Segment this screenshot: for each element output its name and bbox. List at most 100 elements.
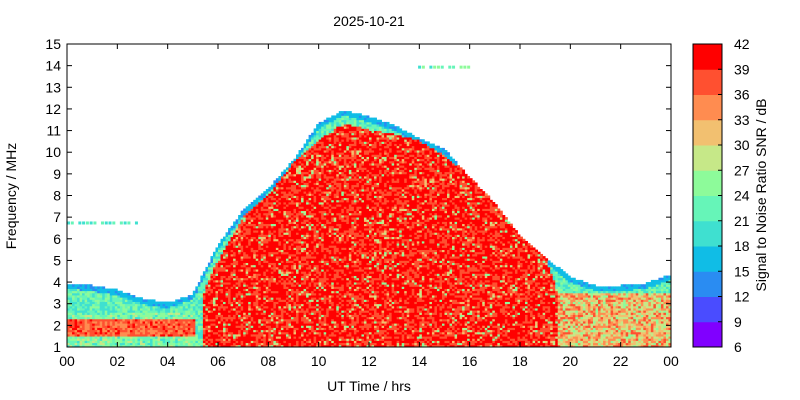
heatmap-cell bbox=[228, 310, 231, 313]
heatmap-cell bbox=[290, 256, 294, 259]
heatmap-cell bbox=[87, 305, 91, 309]
heatmap-cell bbox=[72, 292, 75, 296]
heatmap-cell bbox=[235, 247, 239, 250]
heatmap-cell bbox=[280, 230, 284, 233]
heatmap-cell bbox=[285, 219, 289, 222]
heatmap-cell bbox=[303, 145, 307, 149]
heatmap-cell bbox=[263, 266, 267, 270]
heatmap-cell bbox=[273, 234, 277, 238]
heatmap-cell bbox=[311, 208, 315, 212]
heatmap-cell bbox=[318, 238, 322, 242]
heatmap-cell bbox=[293, 236, 297, 240]
heatmap-cell bbox=[311, 139, 315, 142]
heatmap-cell bbox=[306, 286, 309, 289]
heatmap-cell bbox=[94, 308, 98, 311]
heatmap-cell bbox=[290, 308, 294, 311]
heatmap-cell bbox=[316, 230, 320, 233]
heatmap-cell bbox=[280, 219, 284, 222]
heatmap-cell bbox=[129, 308, 133, 311]
heatmap-cell bbox=[255, 314, 259, 318]
heatmap-cell bbox=[303, 297, 307, 300]
heatmap-cell bbox=[243, 234, 247, 238]
heatmap-cell bbox=[127, 314, 131, 318]
heatmap-cell bbox=[122, 338, 126, 341]
heatmap-cell bbox=[228, 245, 231, 248]
heatmap-cell bbox=[207, 312, 211, 315]
heatmap-cell bbox=[185, 321, 189, 324]
heatmap-cell bbox=[290, 180, 294, 183]
heatmap-cell bbox=[275, 217, 279, 220]
heatmap-cell bbox=[321, 264, 325, 268]
heatmap-cell bbox=[67, 299, 70, 302]
heatmap-cell bbox=[293, 338, 297, 341]
heatmap-cell bbox=[152, 323, 156, 326]
heatmap-cell bbox=[280, 295, 284, 298]
heatmap-cell bbox=[245, 269, 249, 272]
heatmap-cell bbox=[323, 314, 327, 318]
heatmap-cell bbox=[311, 344, 315, 348]
heatmap-cell bbox=[313, 303, 317, 307]
heatmap-cell bbox=[240, 277, 244, 281]
heatmap-cell bbox=[177, 299, 181, 302]
heatmap-cell bbox=[122, 312, 126, 315]
heatmap-cell bbox=[268, 321, 272, 324]
heatmap-cell bbox=[273, 258, 277, 261]
heatmap-cell bbox=[288, 344, 292, 348]
heatmap-cell bbox=[129, 312, 133, 315]
heatmap-cell bbox=[152, 329, 156, 333]
heatmap-cell bbox=[107, 340, 111, 344]
heatmap-cell bbox=[296, 327, 299, 331]
heatmap-cell bbox=[275, 182, 279, 186]
heatmap-cell bbox=[240, 321, 244, 324]
heatmap-cell bbox=[207, 277, 211, 281]
heatmap-cell bbox=[273, 308, 277, 311]
heatmap-cell bbox=[233, 238, 237, 242]
heatmap-cell bbox=[147, 338, 151, 341]
heatmap-cell bbox=[109, 327, 113, 331]
heatmap-cell bbox=[273, 282, 277, 285]
heatmap-cell bbox=[308, 219, 312, 222]
heatmap-cell bbox=[321, 251, 325, 255]
heatmap-cell bbox=[258, 316, 262, 320]
heatmap-cell bbox=[132, 325, 136, 328]
heatmap-cell bbox=[260, 230, 264, 233]
heatmap-cell bbox=[323, 256, 327, 259]
heatmap-cell bbox=[278, 232, 282, 235]
heatmap-cell bbox=[218, 336, 221, 339]
heatmap-cell bbox=[243, 295, 247, 298]
heatmap-cell bbox=[230, 258, 234, 261]
heatmap-cell bbox=[298, 154, 302, 157]
heatmap-cell bbox=[290, 290, 294, 294]
heatmap-cell bbox=[288, 260, 292, 263]
heatmap-cell bbox=[308, 243, 312, 246]
heatmap-cell bbox=[225, 249, 229, 253]
heatmap-cell bbox=[290, 279, 294, 283]
heatmap-cell bbox=[311, 240, 315, 244]
heatmap-cell bbox=[293, 178, 297, 181]
heatmap-cell bbox=[258, 284, 262, 287]
heatmap-cell bbox=[223, 282, 226, 285]
heatmap-cell bbox=[296, 277, 299, 281]
heatmap-cell bbox=[283, 256, 287, 259]
heatmap-cell bbox=[275, 310, 279, 313]
heatmap-cell bbox=[117, 292, 121, 296]
heatmap-cell bbox=[235, 288, 239, 292]
heatmap-cell bbox=[99, 314, 103, 318]
heatmap-cell bbox=[278, 191, 282, 194]
heatmap-cell bbox=[293, 176, 297, 179]
heatmap-cell bbox=[253, 243, 257, 246]
heatmap-cell bbox=[296, 299, 299, 302]
heatmap-cell bbox=[112, 290, 116, 294]
heatmap-cell bbox=[273, 238, 277, 242]
heatmap-cell bbox=[67, 321, 70, 324]
heatmap-cell bbox=[77, 292, 80, 296]
heatmap-cell bbox=[207, 329, 211, 333]
heatmap-cell bbox=[263, 286, 267, 289]
heatmap-cell bbox=[323, 191, 327, 194]
heatmap-cell bbox=[210, 292, 214, 296]
heatmap-cell bbox=[311, 314, 315, 318]
heatmap-cell bbox=[298, 297, 302, 300]
heatmap-cell bbox=[202, 282, 206, 285]
heatmap-cell bbox=[170, 325, 174, 328]
heatmap-cell bbox=[72, 321, 75, 324]
